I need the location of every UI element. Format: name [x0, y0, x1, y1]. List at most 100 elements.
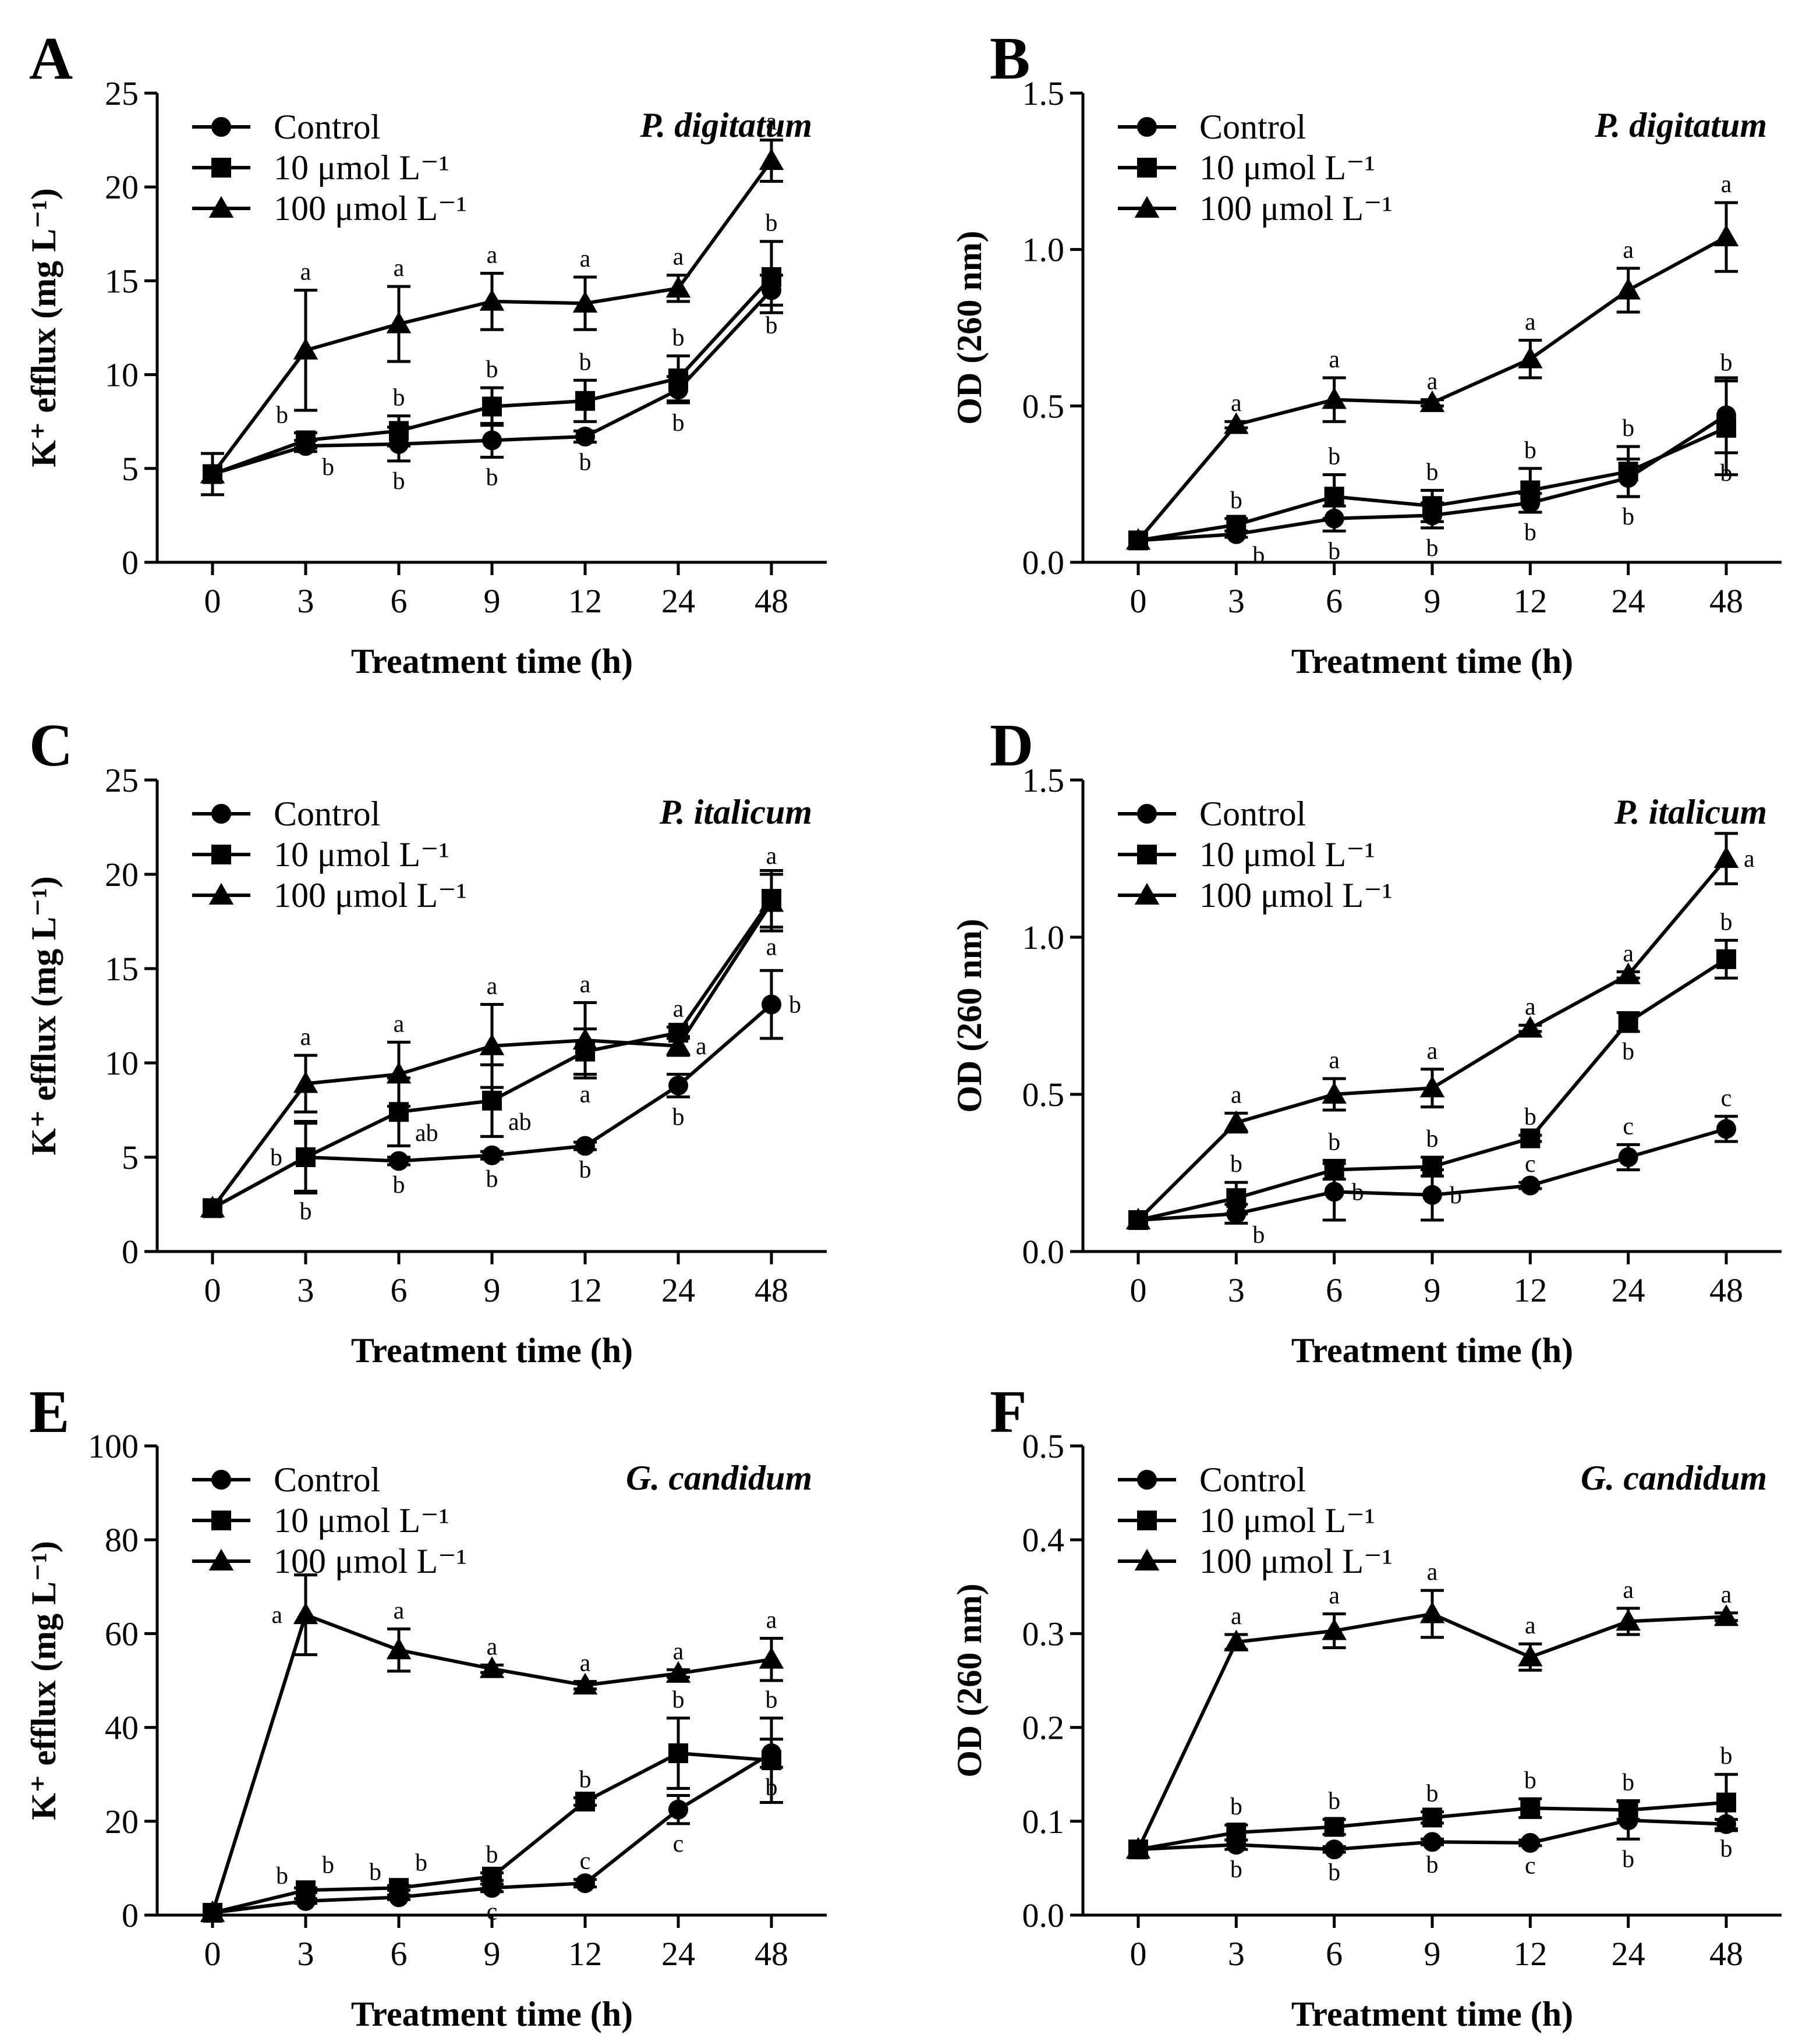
y-axis-title: OD (260 nm) — [950, 231, 989, 424]
x-tick-label: 9 — [1424, 582, 1441, 620]
data-point — [296, 1147, 316, 1167]
data-point — [296, 1880, 316, 1901]
data-point — [1322, 387, 1347, 409]
panel-letter: A — [29, 25, 73, 92]
y-tick-label: 0.5 — [1022, 1076, 1065, 1114]
y-tick-label: 60 — [105, 1615, 139, 1653]
data-point — [200, 1196, 225, 1218]
x-tick-label: 0 — [204, 1935, 221, 1973]
significance-letter: b — [1450, 1182, 1462, 1209]
significance-letter: a — [394, 255, 405, 282]
x-tick-label: 3 — [298, 582, 314, 620]
x-tick-label: 12 — [1513, 582, 1547, 620]
significance-letter: a — [1721, 1582, 1732, 1608]
data-point — [1616, 278, 1641, 300]
significance-letter: b — [276, 1863, 288, 1889]
significance-letter: b — [276, 402, 288, 428]
significance-letter: c — [1525, 1151, 1536, 1178]
data-point — [1324, 1817, 1344, 1837]
series-triangle: a a a a a a — [200, 109, 784, 484]
data-point — [1224, 412, 1249, 434]
y-tick-label: 20 — [105, 1803, 139, 1841]
y-tick-label: 20 — [105, 856, 139, 894]
significance-letter: b — [1524, 519, 1536, 546]
significance-letter: b — [1328, 1859, 1340, 1886]
data-point — [293, 1071, 318, 1093]
y-tick-label: 100 — [88, 1427, 139, 1465]
legend-item: Control — [192, 1460, 380, 1499]
data-point — [1322, 1082, 1347, 1104]
y-tick-label: 0.5 — [1022, 1427, 1065, 1465]
significance-letter: a — [1721, 171, 1732, 198]
y-tick-label: 0 — [122, 1896, 139, 1934]
significance-letter: b — [1252, 543, 1265, 569]
legend-label: Control — [1199, 1460, 1306, 1499]
data-point — [296, 430, 316, 451]
data-point — [575, 391, 595, 411]
x-tick-label: 9 — [484, 582, 501, 620]
x-tick-label: 3 — [298, 1271, 314, 1309]
legend-label: 10 μmol L⁻¹ — [274, 835, 449, 874]
data-point — [1226, 515, 1247, 535]
data-point — [665, 1661, 691, 1683]
legend-item: 10 μmol L⁻¹ — [1118, 1501, 1375, 1540]
data-point — [1518, 1016, 1543, 1038]
legend-marker — [211, 845, 231, 864]
x-tick-label: 12 — [568, 1271, 602, 1309]
significance-letter: b — [672, 324, 685, 351]
series-triangle: a a a a a a — [200, 1573, 784, 1922]
significance-letter: b — [1622, 1038, 1634, 1065]
chart-panel-d: D 0.0 0.5 1.0 1.5 0 3 6 9 12 24 48 Treatment time (h… — [950, 712, 1782, 1370]
x-tick-label: 48 — [755, 1935, 788, 1973]
significance-letter: b — [1352, 1179, 1364, 1206]
legend-label: Control — [274, 108, 380, 146]
significance-letter: b — [579, 449, 592, 476]
significance-letter: a — [766, 109, 777, 136]
legend-marker — [211, 117, 231, 137]
legend-item: Control — [1118, 108, 1306, 146]
significance-letter: a — [580, 1650, 591, 1677]
legend-item: Control — [192, 108, 380, 146]
y-tick-label: 10 — [105, 1044, 139, 1082]
significance-letter: c — [1525, 1853, 1536, 1880]
data-point — [1324, 487, 1344, 507]
significance-letter: a — [1427, 1038, 1438, 1065]
data-point — [1322, 1618, 1347, 1640]
data-point — [1618, 1147, 1638, 1167]
significance-letter: b — [1230, 1793, 1242, 1820]
data-point — [1520, 1175, 1541, 1196]
x-axis-title: Treatment time (h) — [351, 1995, 633, 2033]
significance-letter: a — [1525, 1612, 1536, 1639]
significance-letter: a — [1623, 1577, 1634, 1604]
data-point — [1520, 480, 1541, 501]
legend-item: 100 μmol L⁻¹ — [1118, 1542, 1393, 1580]
significance-letter: b — [1720, 909, 1733, 935]
significance-letter: c — [1721, 1085, 1732, 1112]
data-point — [479, 1033, 505, 1055]
significance-letter: a — [1231, 1603, 1242, 1630]
data-point — [1518, 346, 1543, 368]
x-tick-label: 6 — [391, 1935, 408, 1973]
x-tick-label: 6 — [391, 582, 408, 620]
y-tick-label: 40 — [105, 1709, 139, 1747]
legend-marker — [1137, 845, 1157, 864]
legend-marker — [1137, 1470, 1157, 1490]
data-point — [1713, 224, 1739, 247]
data-point — [293, 1602, 318, 1625]
significance-letter: a — [580, 1081, 591, 1108]
data-point — [1224, 1110, 1249, 1132]
legend-marker — [211, 804, 231, 824]
significance-letter: b — [270, 1144, 282, 1171]
significance-letter: b — [393, 1172, 405, 1199]
species-title: P. italicum — [659, 793, 812, 831]
significance-letter: c — [580, 1848, 591, 1875]
x-tick-label: 3 — [1228, 1271, 1245, 1309]
data-point — [762, 1750, 781, 1771]
x-tick-label: 24 — [661, 1935, 695, 1973]
x-tick-label: 48 — [1709, 1935, 1743, 1973]
x-tick-label: 12 — [1513, 1935, 1547, 1973]
x-tick-label: 6 — [1326, 1271, 1343, 1309]
legend-marker — [1137, 804, 1157, 824]
significance-letter: b — [672, 410, 685, 437]
x-tick-label: 9 — [1424, 1271, 1441, 1309]
